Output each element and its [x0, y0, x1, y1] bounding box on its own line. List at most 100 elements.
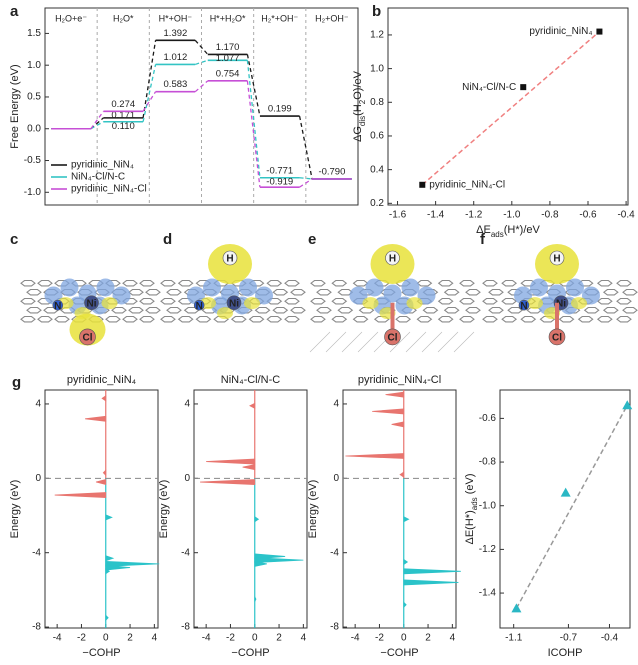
chart-title: NiN₄-Cl/N-C — [221, 374, 281, 386]
connector — [90, 110, 104, 130]
lattice-ring — [558, 315, 575, 323]
atom-label: Cl — [388, 333, 398, 344]
cohp-peak — [403, 601, 407, 609]
atom — [52, 299, 64, 311]
category-label: H*+OH⁻ — [159, 13, 193, 23]
lattice-ring — [284, 315, 300, 323]
y-tick-label: 0.4 — [370, 164, 384, 175]
x-tick-label: 4 — [450, 633, 456, 644]
atom — [226, 295, 242, 311]
atom-label: Ni — [229, 298, 239, 309]
x-tick-label: -0.7 — [560, 633, 578, 644]
lattice-ring — [145, 306, 161, 314]
y-tick-label: 0 — [333, 473, 339, 484]
chart-title: pyridinic_NiN₄ — [67, 374, 137, 386]
chart-title: pyridinic_NiN₄-Cl — [358, 374, 441, 386]
substrate-line — [421, 331, 443, 353]
category-label: H₂O* — [113, 13, 134, 23]
charge-blob — [582, 286, 600, 305]
value-label: 0.171 — [111, 110, 135, 121]
axis-label-part: ΔE — [476, 224, 491, 236]
atom-label: Ni — [556, 298, 566, 309]
cohp-peak — [403, 568, 461, 575]
value-label: 1.012 — [164, 52, 188, 63]
lattice-ring — [26, 306, 42, 314]
lattice-ring — [160, 279, 176, 287]
lattice-ring — [501, 315, 518, 323]
lattice-ring — [465, 306, 481, 314]
substrate-line — [357, 331, 379, 353]
atom — [549, 250, 565, 266]
value-label: 1.392 — [164, 28, 188, 39]
lattice-ring — [437, 279, 454, 287]
y-tick-label: 1.2 — [370, 30, 384, 41]
lattice-ring — [596, 297, 613, 305]
legend-label: pyridinic_NiN₄ — [71, 160, 134, 171]
charge-blob — [417, 286, 436, 305]
connector — [142, 64, 157, 122]
connector — [90, 121, 104, 130]
axis-label-part: 2 — [358, 99, 367, 104]
y-tick-label: 0 — [35, 473, 41, 484]
panel-label: e — [308, 231, 316, 248]
lattice-ring — [488, 306, 504, 314]
lattice-ring — [20, 315, 36, 323]
lattice-ring — [416, 315, 433, 323]
atom — [193, 299, 205, 311]
y-tick-label: -8 — [32, 622, 41, 633]
lattice-ring — [316, 306, 332, 314]
x-tick-label: -0.4 — [601, 633, 619, 644]
lattice-ring — [139, 279, 155, 287]
trend-line — [515, 404, 628, 609]
lattice-ring — [577, 315, 594, 323]
plot-frame — [193, 389, 308, 629]
cohp-peak — [403, 558, 409, 566]
cohp-peak — [105, 568, 111, 575]
atom-label: Cl — [552, 333, 562, 344]
lattice-ring — [459, 315, 475, 323]
lattice-ring — [482, 315, 498, 323]
x-tick-label: -4 — [351, 633, 360, 644]
axis-label-part: (eV) — [464, 474, 476, 498]
y-tick-label: 1.0 — [27, 60, 41, 71]
lattice-ring — [520, 315, 537, 323]
charge-blob — [406, 297, 423, 310]
connector — [142, 91, 157, 112]
cohp-peak — [105, 614, 109, 622]
substrate-line — [309, 331, 331, 353]
lattice-ring — [437, 315, 454, 323]
lattice-ring — [488, 288, 504, 296]
axis-label-part: dis — [358, 116, 367, 126]
y-tick-label: 1.5 — [27, 28, 41, 39]
x-tick-label: 4 — [152, 633, 158, 644]
substrate-line — [453, 331, 475, 353]
cohp-peak — [95, 479, 107, 486]
axis-label: −COHP — [231, 647, 269, 659]
lattice-ring — [284, 297, 300, 305]
lattice-ring — [248, 315, 265, 323]
lattice-ring — [416, 279, 433, 287]
charge-blob — [101, 297, 118, 310]
axis-label-part: ads — [470, 497, 479, 510]
x-tick-label: -0.6 — [579, 210, 597, 221]
y-tick-label: 0.2 — [370, 198, 384, 209]
x-tick-label: 0 — [103, 633, 109, 644]
cohp-peak — [391, 421, 405, 428]
substrate-line — [389, 331, 411, 353]
lattice-ring — [139, 315, 155, 323]
lattice-ring — [177, 315, 194, 323]
lattice-ring — [122, 279, 138, 287]
category-label: H*+H₂O* — [210, 13, 246, 23]
lattice-ring — [616, 315, 632, 323]
axis-label-part: ΔE(H*) — [464, 510, 476, 544]
x-tick-label: 4 — [301, 633, 307, 644]
atom — [79, 328, 96, 346]
cohp-peak — [249, 402, 256, 409]
y-tick-label: 0.0 — [27, 123, 41, 134]
charge-blob — [383, 284, 402, 303]
y-tick-label: -8 — [330, 622, 339, 633]
axis-label-part: O)/eV — [352, 70, 364, 99]
lattice-ring — [501, 297, 518, 305]
trend-line — [421, 31, 600, 186]
panel-label: g — [12, 374, 21, 391]
